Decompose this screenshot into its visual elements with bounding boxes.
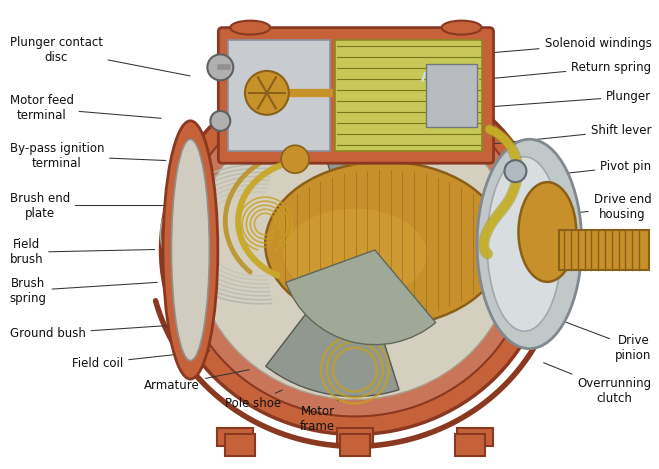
Text: Field coil: Field coil [72,351,210,370]
Bar [457,428,492,446]
Wedge shape [286,250,436,345]
Bar [225,434,255,456]
Circle shape [208,54,233,80]
Ellipse shape [179,83,531,416]
Text: Plunger: Plunger [397,90,652,113]
Bar [559,230,649,270]
Text: Motor
frame: Motor frame [300,399,339,433]
Text: Shift lever: Shift lever [410,124,652,152]
Text: Armature: Armature [144,370,249,392]
Bar [455,434,484,456]
Circle shape [505,160,527,182]
Wedge shape [311,103,444,250]
Text: Solenoid windings: Solenoid windings [380,37,652,62]
Ellipse shape [196,100,515,400]
Text: Drive
pinion: Drive pinion [557,319,652,362]
Circle shape [245,71,289,115]
Text: Plunger contact
disc: Plunger contact disc [9,36,190,76]
Text: Pivot pin: Pivot pin [445,160,652,187]
Bar [337,428,373,446]
Bar [217,428,253,446]
Text: Field
brush: Field brush [9,238,155,266]
Ellipse shape [487,157,562,331]
Text: Brush end
plate: Brush end plate [9,191,167,219]
Text: Pole shoe: Pole shoe [225,390,282,410]
Bar [335,39,482,151]
Text: Drive end
housing: Drive end housing [482,193,652,224]
Text: Overrunning
clutch: Overrunning clutch [544,363,652,405]
Text: Ground bush: Ground bush [9,325,183,340]
Ellipse shape [230,21,270,35]
Bar [426,63,477,127]
Ellipse shape [161,66,550,434]
Wedge shape [266,250,399,396]
Ellipse shape [163,121,218,379]
Circle shape [281,145,309,173]
Text: Return spring: Return spring [418,61,652,85]
Bar [228,39,330,151]
Text: Motor feed
terminal: Motor feed terminal [9,94,161,122]
Ellipse shape [171,139,210,361]
Circle shape [210,111,230,131]
Bar [340,434,370,456]
Ellipse shape [265,162,505,326]
Ellipse shape [519,182,576,282]
Ellipse shape [283,209,427,299]
Text: Brush
spring: Brush spring [9,277,158,304]
Ellipse shape [477,139,582,348]
FancyBboxPatch shape [218,28,494,163]
Ellipse shape [442,21,482,35]
Text: By-pass ignition
terminal: By-pass ignition terminal [9,142,166,170]
